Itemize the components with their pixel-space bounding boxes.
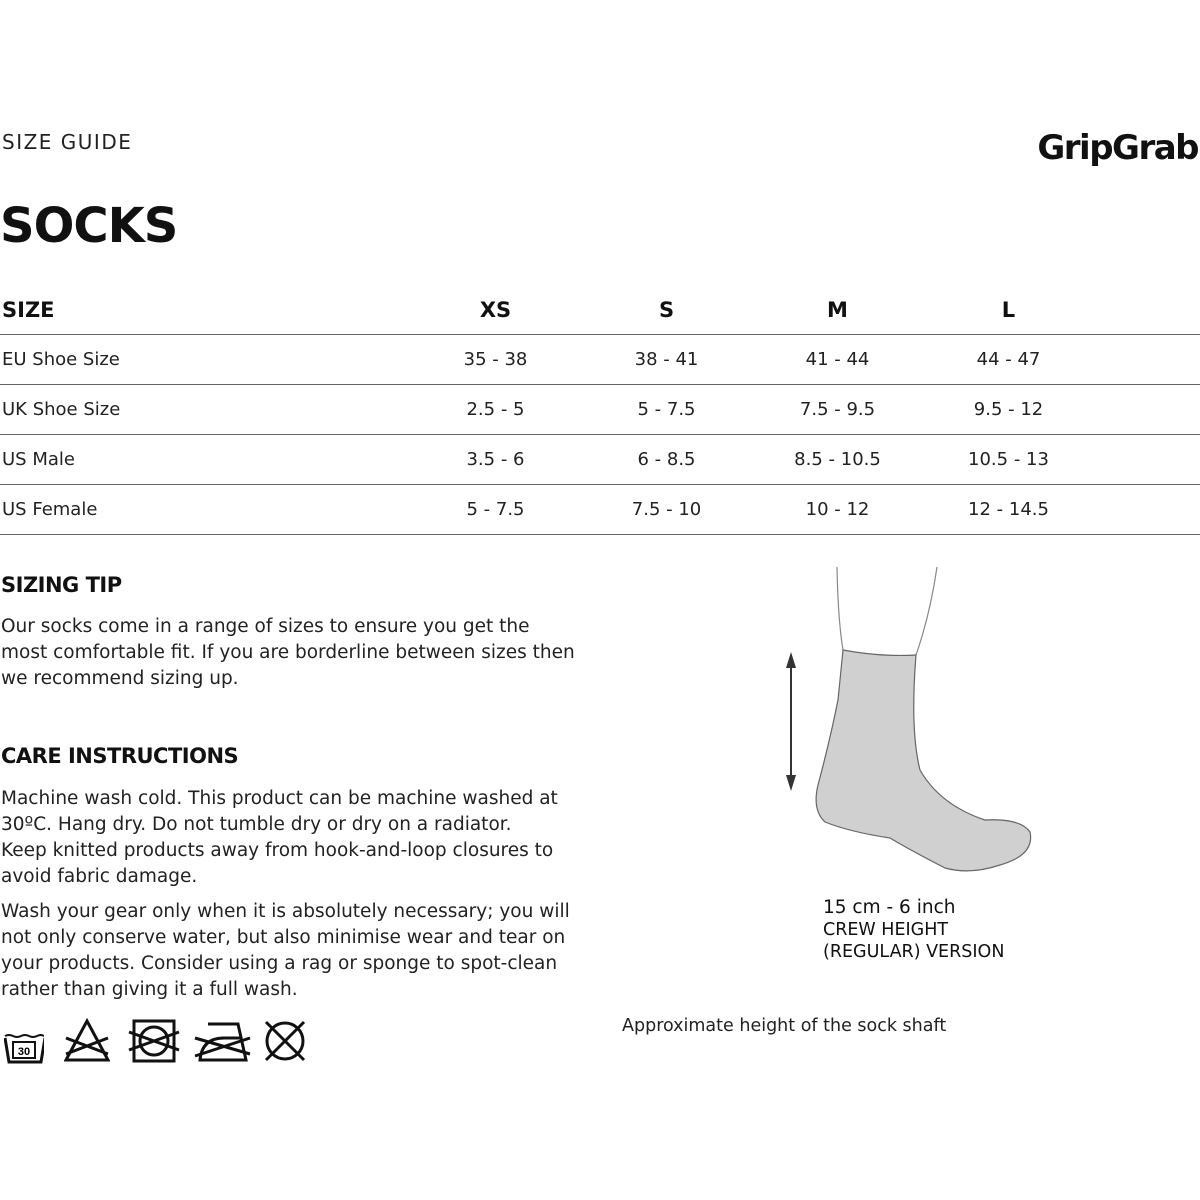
table-row: US Male 3.5 - 6 6 - 8.5 8.5 - 10.5 10.5 … <box>0 435 1200 485</box>
height-type-text: CREW HEIGHT <box>823 920 949 940</box>
sock-illustration <box>786 566 1032 872</box>
table-cell: 41 - 44 <box>805 349 870 370</box>
table-cell: 38 - 41 <box>634 349 699 370</box>
do-not-bleach-icon <box>64 1018 110 1062</box>
care-paragraph: Machine wash cold. This product can be m… <box>1 788 558 887</box>
table-row: US Female 5 - 7.5 7.5 - 10 10 - 12 12 - … <box>0 485 1200 535</box>
leg-outline <box>915 566 938 656</box>
care-paragraph: Wash your gear only when it is absolutel… <box>1 901 570 1000</box>
column-header: L <box>1001 297 1016 322</box>
height-arrow-icon <box>786 652 796 791</box>
table-cell: 44 - 47 <box>976 349 1041 370</box>
column-header: SIZE <box>2 297 55 322</box>
brand-logo: GripGrab <box>1037 128 1199 168</box>
row-label: EU Shoe Size <box>2 349 120 370</box>
sizing-tip-text: Our socks come in a range of sizes to en… <box>1 616 575 689</box>
table-row: UK Shoe Size 2.5 - 5 5 - 7.5 7.5 - 9.5 9… <box>0 385 1200 435</box>
table-cell: 3.5 - 6 <box>466 449 525 470</box>
column-header: S <box>658 297 675 322</box>
column-header: XS <box>479 297 512 322</box>
table-cell: 2.5 - 5 <box>466 399 525 420</box>
leg-outline <box>836 566 844 651</box>
wash-temp: 30 <box>18 1046 30 1058</box>
table-cell: 10 - 12 <box>805 499 870 520</box>
table-cell: 8.5 - 10.5 <box>794 449 881 470</box>
sizing-tip-heading: SIZING TIP <box>1 573 122 597</box>
table-cell: 5 - 7.5 <box>466 499 525 520</box>
column-header: M <box>827 297 848 322</box>
table-cell: 9.5 - 12 <box>973 399 1044 420</box>
table-cell: 7.5 - 10 <box>631 499 702 520</box>
table-cell: 5 - 7.5 <box>637 399 696 420</box>
row-label: US Male <box>2 449 75 470</box>
page-subtitle: SIZE GUIDE <box>2 130 133 154</box>
sock-shape <box>815 649 1032 872</box>
care-heading: CARE INSTRUCTIONS <box>1 744 239 768</box>
page-title: SOCKS <box>0 198 178 254</box>
do-not-iron-icon <box>194 1022 251 1062</box>
do-not-tumble-dry-icon <box>128 1019 180 1063</box>
table-cell: 6 - 8.5 <box>637 449 696 470</box>
table-header-row: SIZE XS S M L <box>0 285 1200 335</box>
table-cell: 12 - 14.5 <box>968 499 1049 520</box>
diagram-caption: Approximate height of the sock shaft <box>622 1016 947 1036</box>
table-cell: 35 - 38 <box>463 349 528 370</box>
version-text: (REGULAR) VERSION <box>823 942 1005 962</box>
do-not-dry-clean-icon <box>264 1020 306 1062</box>
wash-30-icon: 30 <box>4 1034 44 1064</box>
table-row: EU Shoe Size 35 - 38 38 - 41 41 - 44 44 … <box>0 335 1200 385</box>
measure-text: 15 cm - 6 inch <box>823 897 956 918</box>
size-table: SIZE XS S M L EU Shoe Size 35 - 38 38 - … <box>0 285 1200 535</box>
row-label: US Female <box>2 499 98 520</box>
sock-height-label: 15 cm - 6 inch CREW HEIGHT (REGULAR) VER… <box>823 897 1004 963</box>
table-cell: 10.5 - 13 <box>968 449 1049 470</box>
row-label: UK Shoe Size <box>2 399 121 420</box>
table-cell: 7.5 - 9.5 <box>799 399 876 420</box>
